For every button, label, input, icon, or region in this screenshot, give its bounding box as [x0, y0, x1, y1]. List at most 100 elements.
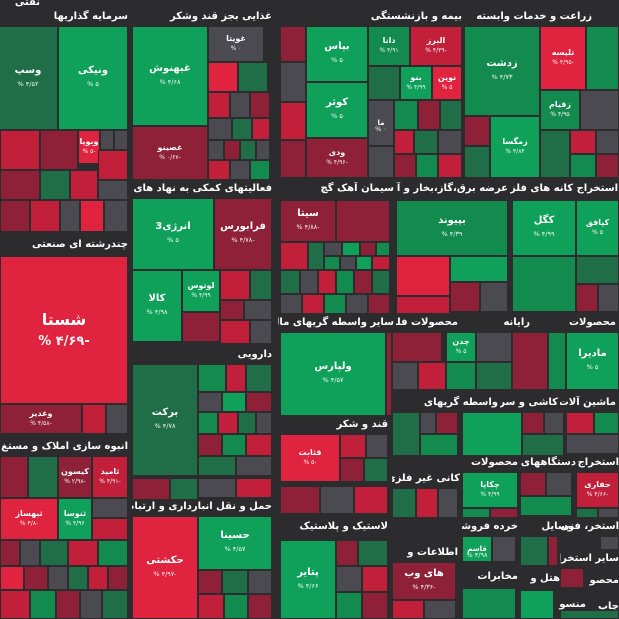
tile[interactable] [512, 256, 576, 312]
tile[interactable] [418, 362, 446, 390]
tile[interactable] [596, 154, 619, 178]
tile[interactable] [548, 332, 566, 390]
tile[interactable] [324, 242, 342, 256]
tile[interactable] [320, 486, 354, 514]
tile-zaghiam[interactable]: زقیام ۴/۹۵ % [540, 90, 580, 130]
tile[interactable] [450, 282, 480, 312]
tile[interactable] [0, 456, 28, 498]
tile-ma[interactable]: ما ۰ % [368, 100, 394, 146]
tile[interactable] [438, 154, 462, 178]
tile[interactable] [540, 130, 570, 178]
tile[interactable] [250, 270, 272, 300]
tile[interactable] [280, 294, 302, 314]
tile[interactable] [394, 100, 418, 130]
tile[interactable] [28, 456, 58, 498]
tile[interactable] [222, 392, 246, 412]
tile[interactable] [598, 284, 619, 312]
tile[interactable] [252, 118, 270, 140]
tile[interactable] [372, 256, 390, 270]
tile[interactable] [218, 412, 238, 434]
tile[interactable] [226, 364, 246, 392]
tile[interactable] [450, 256, 508, 282]
tile[interactable] [248, 570, 272, 594]
tile-madira[interactable]: مادیرا ۵ % [566, 332, 619, 390]
tile[interactable] [576, 256, 619, 284]
tile[interactable] [208, 140, 224, 160]
tile[interactable] [106, 404, 128, 434]
tile[interactable] [462, 412, 522, 456]
tile-sita[interactable]: سیتا -۴/۸۸ % [280, 200, 336, 242]
tile[interactable] [280, 486, 320, 514]
tile-vbouya[interactable]: وبویا -۵ % [78, 130, 100, 164]
tile-kala[interactable]: کالا ۴/۹۸ % [132, 270, 182, 342]
tile[interactable] [0, 170, 40, 200]
tile[interactable] [392, 332, 442, 362]
tile[interactable] [208, 160, 230, 180]
tile-sbehsaz[interactable]: ثبهساز -۴/۸ % [0, 498, 58, 540]
tile-dana[interactable]: دانا ۴/۹۱ % [368, 26, 410, 66]
tile[interactable] [250, 320, 272, 344]
tile-ghsino[interactable]: غصینو -۰/۶۷ % [132, 126, 208, 180]
tile-bepas[interactable]: بپاس ۵ % [306, 26, 368, 82]
tile[interactable] [424, 600, 456, 619]
tile[interactable] [114, 130, 128, 150]
tile[interactable] [224, 140, 240, 160]
tile[interactable] [198, 456, 236, 476]
tile[interactable] [236, 478, 272, 498]
tile[interactable] [182, 312, 220, 342]
tile[interactable] [48, 566, 68, 590]
tile[interactable] [60, 200, 80, 232]
tile[interactable] [520, 590, 554, 619]
tile-kpafogh[interactable]: کپافق ۵ % [576, 200, 619, 256]
tile[interactable] [480, 282, 508, 312]
tile[interactable] [280, 270, 300, 294]
tile[interactable] [368, 294, 390, 314]
tile[interactable] [40, 540, 68, 566]
tile[interactable] [236, 456, 272, 476]
tile[interactable] [464, 146, 490, 178]
tile-ptayer[interactable]: پتایر ۴/۶۶ % [280, 540, 336, 619]
tile[interactable] [280, 102, 306, 140]
tile[interactable] [386, 332, 392, 416]
tile[interactable] [354, 486, 388, 514]
tile[interactable] [340, 458, 364, 482]
tile[interactable] [356, 256, 372, 270]
tile[interactable] [256, 140, 270, 160]
tile[interactable] [98, 540, 128, 566]
tile-snosa[interactable]: ثنوسا ۴/۹۶ % [58, 498, 92, 540]
tile[interactable] [80, 590, 102, 619]
tile-kegel[interactable]: کگل ۴/۹۹ % [512, 200, 576, 256]
tile[interactable] [208, 118, 232, 140]
tile[interactable] [280, 26, 306, 62]
tile[interactable] [336, 566, 362, 592]
tile[interactable] [232, 118, 252, 140]
tile[interactable] [336, 270, 354, 294]
tile[interactable] [198, 478, 236, 498]
tile[interactable] [490, 508, 518, 518]
tile[interactable] [40, 130, 78, 170]
tile[interactable] [580, 90, 619, 130]
tile-novin[interactable]: نوین ۵ % [432, 66, 462, 100]
tile[interactable] [80, 200, 104, 232]
tile[interactable] [512, 332, 548, 390]
tile[interactable] [438, 130, 462, 154]
tile[interactable] [82, 404, 106, 434]
tile[interactable] [92, 498, 128, 518]
tile[interactable] [222, 434, 246, 456]
tile[interactable] [198, 594, 224, 619]
tile[interactable] [30, 200, 60, 232]
tile[interactable] [358, 540, 388, 566]
tile[interactable] [598, 508, 619, 518]
tile[interactable] [360, 242, 376, 256]
tile[interactable] [420, 434, 458, 456]
tile[interactable] [220, 270, 250, 300]
tile-hakashti[interactable]: حکشتی -۴/۹۷ % [132, 516, 198, 619]
tile[interactable] [102, 590, 128, 619]
tile[interactable] [98, 150, 128, 180]
tile[interactable] [354, 270, 372, 294]
tile-samid[interactable]: ثامید -۴/۹۱ % [92, 456, 128, 498]
tile[interactable] [198, 364, 226, 392]
tile[interactable] [396, 256, 450, 296]
tile-hafari[interactable]: حفاری -۴/۶۶ % [576, 472, 619, 508]
tile[interactable] [394, 130, 414, 154]
